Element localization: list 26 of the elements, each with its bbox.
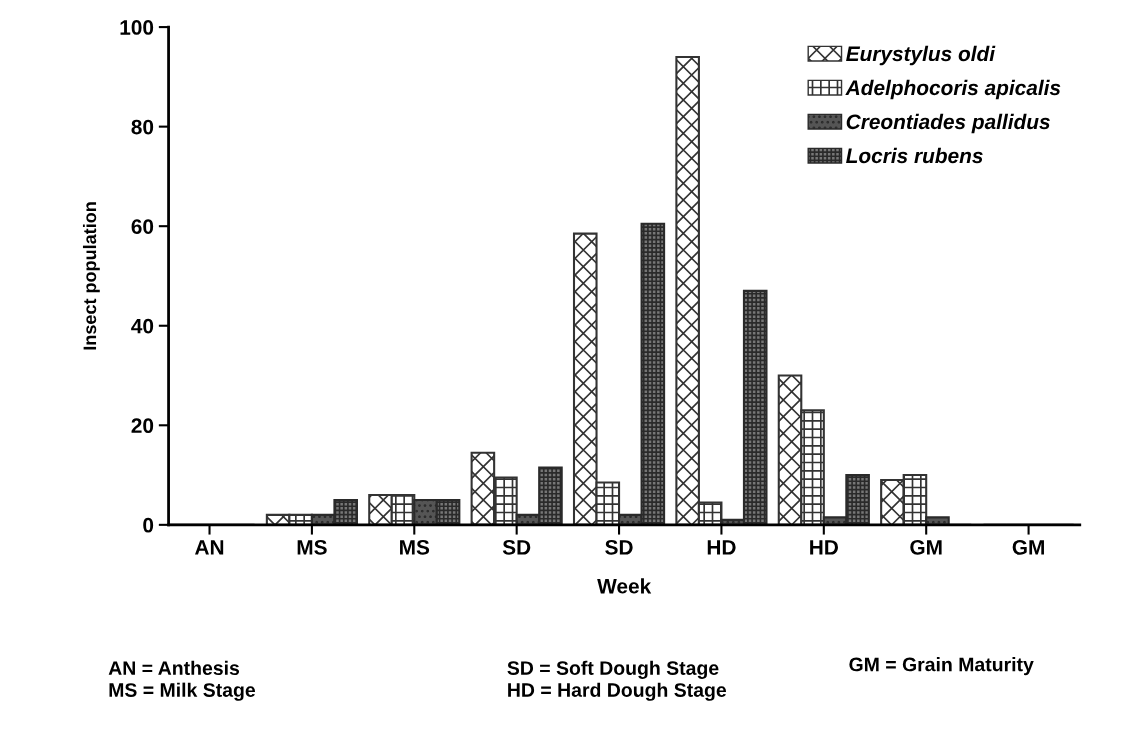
x-tick-label: SD <box>502 539 531 555</box>
y-tick-label: 20 <box>131 418 154 434</box>
x-tick-label: GM <box>910 539 942 555</box>
y-tick-label: 40 <box>131 318 154 334</box>
text: SD = Soft Dough Stage <box>507 660 719 679</box>
text: MS = Milk Stage <box>109 682 256 701</box>
text: GM = Grain Maturity <box>849 657 1034 676</box>
text: HD = Hard Dough Stage <box>508 682 727 701</box>
x-tick-label: MS <box>297 539 327 555</box>
y-axis-title: Insect population <box>82 202 100 350</box>
text: AN = Anthesis <box>108 660 240 675</box>
legend-label: Adelphocoris apicalis <box>845 79 1061 100</box>
legend-label: Locris rubens <box>846 147 983 164</box>
y-tick-label: 60 <box>131 219 154 234</box>
y-tick-label: 100 <box>120 20 154 35</box>
legend-label: Creontiades pallidus <box>846 113 1050 134</box>
x-tick-label: AN <box>195 540 224 555</box>
x-tick-label: SD <box>605 539 633 555</box>
x-tick-label: HD <box>810 540 838 555</box>
y-tick-label: 80 <box>131 119 154 135</box>
y-tick-label: 0 <box>143 517 154 533</box>
x-tick-label: GM <box>1012 539 1044 555</box>
x-tick-label: HD <box>707 540 736 555</box>
x-tick-label: MS <box>400 539 430 555</box>
x-axis-title: Week <box>597 578 652 594</box>
legend-label: Eurystylus oldi <box>846 45 996 66</box>
